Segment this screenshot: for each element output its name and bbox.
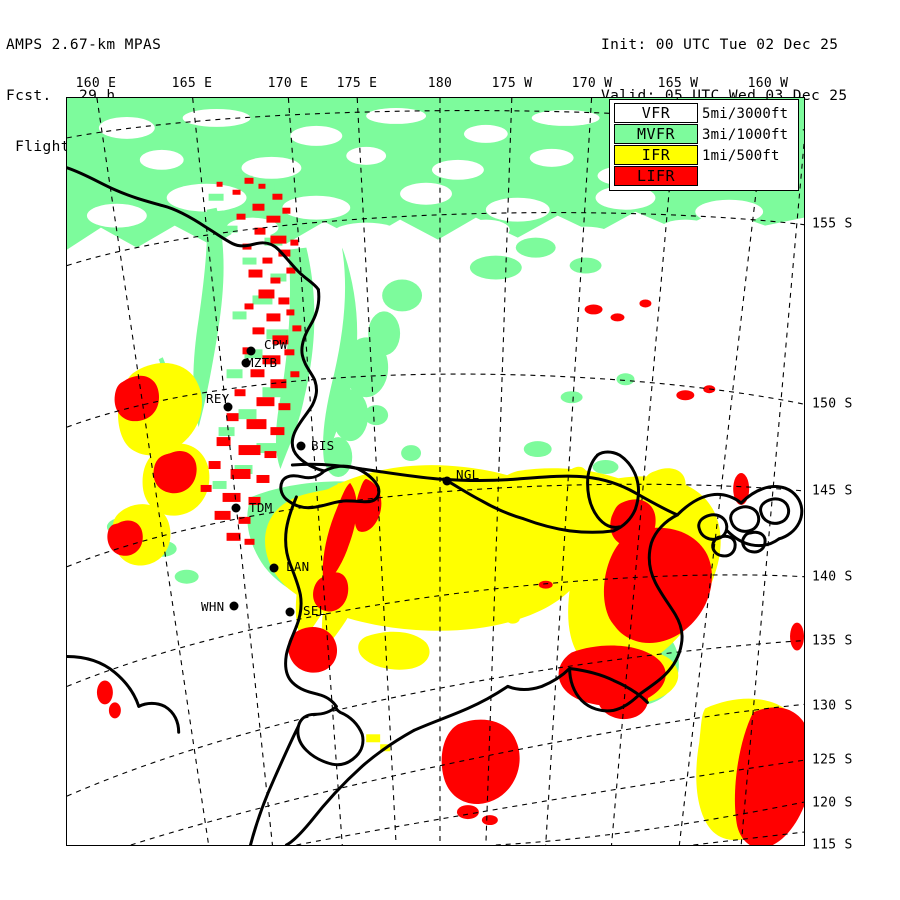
legend-row-mvfr: MVFR bbox=[614, 124, 698, 144]
legend-row-lifr: LIFR bbox=[614, 166, 698, 186]
y-tick-label: 120 S bbox=[812, 795, 853, 811]
y-tick-label: 135 S bbox=[812, 633, 853, 649]
x-tick-label: 165 W bbox=[657, 76, 699, 91]
station-label-cpw: CPW bbox=[264, 337, 288, 352]
init-time: Init: 00 UTC Tue 02 Dec 25 bbox=[601, 37, 839, 53]
station-label-rey: REY bbox=[206, 391, 230, 406]
y-tick-label: 150 S bbox=[812, 396, 853, 412]
legend-label-ifr: IFR bbox=[641, 145, 671, 164]
x-tick-label: 175 E bbox=[336, 76, 378, 91]
station-label-whn: WHN bbox=[201, 599, 225, 614]
legend-desc-mvfr: 3mi/1000ft bbox=[702, 127, 789, 144]
station-label-mztb: MZTB bbox=[246, 355, 278, 370]
station-label-lan: LAN bbox=[286, 559, 310, 574]
map-canvas bbox=[67, 98, 804, 845]
station-dot-lan bbox=[269, 563, 279, 573]
legend-label-vfr: VFR bbox=[641, 103, 671, 122]
x-tick-label: 160 E bbox=[75, 76, 117, 91]
station-label-sel: SEL bbox=[303, 603, 327, 618]
legend-row-vfr: VFR bbox=[614, 103, 698, 123]
legend-label-mvfr: MVFR bbox=[636, 124, 676, 143]
station-dot-tdm bbox=[231, 503, 241, 513]
station-dot-ngl bbox=[442, 476, 452, 486]
legend-label-lifr: LIFR bbox=[636, 166, 676, 185]
x-tick-label: 180 bbox=[427, 76, 453, 91]
station-dot-rey bbox=[223, 402, 233, 412]
legend-desc-vfr: 5mi/3000ft bbox=[702, 106, 789, 123]
station-dot-cpw bbox=[246, 346, 256, 356]
x-tick-label: 170 E bbox=[267, 76, 309, 91]
station-dot-mztb bbox=[241, 358, 251, 368]
coastline bbox=[67, 166, 804, 845]
station-dot-whn bbox=[229, 601, 239, 611]
x-tick-label: 165 E bbox=[171, 76, 213, 91]
x-tick-label: 160 W bbox=[747, 76, 789, 91]
station-label-tdm: TDM bbox=[249, 500, 273, 515]
lifr-field bbox=[96, 177, 804, 845]
station-label-bis: BIS bbox=[311, 438, 335, 453]
y-tick-label: 130 S bbox=[812, 698, 853, 714]
legend: VFR MVFR IFR LIFR 5mi/3000ft 3mi/1000ft … bbox=[609, 99, 799, 191]
legend-row-ifr: IFR bbox=[614, 145, 698, 165]
station-dot-bis bbox=[296, 441, 306, 451]
station-dot-sel bbox=[285, 607, 295, 617]
map-plot-area[interactable] bbox=[66, 97, 805, 846]
legend-descriptions: 5mi/3000ft 3mi/1000ft 1mi/500ft bbox=[698, 100, 798, 190]
station-label-ngl: NGL bbox=[456, 467, 480, 482]
y-tick-label: 145 S bbox=[812, 483, 853, 499]
x-tick-label: 175 W bbox=[491, 76, 533, 91]
y-tick-label: 115 S bbox=[812, 837, 853, 853]
y-tick-label: 155 S bbox=[812, 216, 853, 232]
legend-swatches: VFR MVFR IFR LIFR bbox=[610, 100, 698, 190]
legend-desc-ifr: 1mi/500ft bbox=[702, 147, 780, 164]
x-tick-label: 170 W bbox=[571, 76, 613, 91]
y-tick-label: 140 S bbox=[812, 569, 853, 585]
y-tick-label: 125 S bbox=[812, 752, 853, 768]
model-title: AMPS 2.67-km MPAS bbox=[6, 37, 162, 53]
